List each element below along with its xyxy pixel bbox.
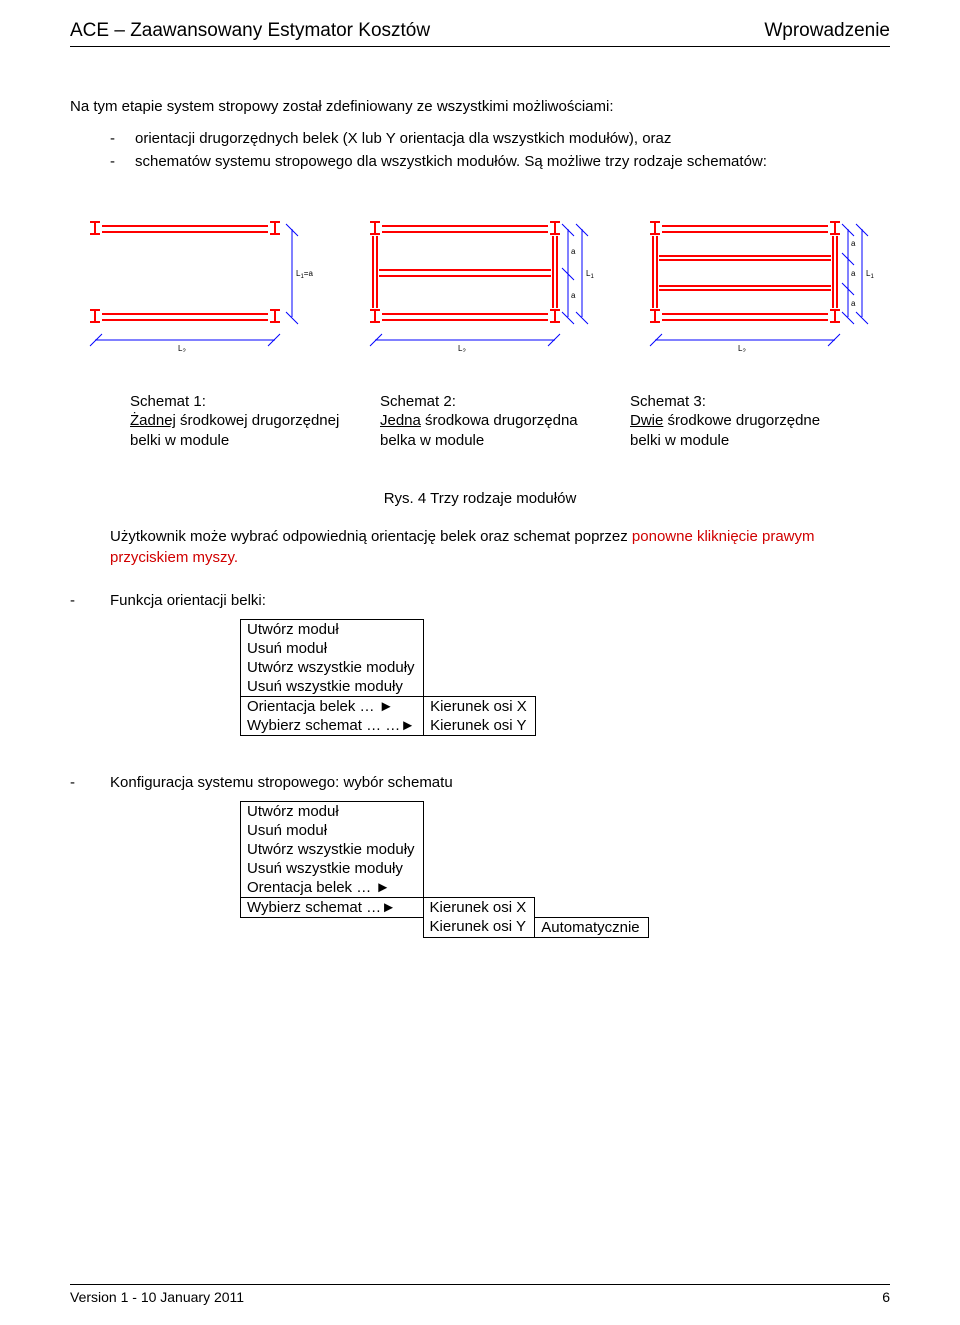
- menu-item-submenu[interactable]: Orentacja belek … ►: [241, 878, 424, 898]
- svg-text:a: a: [851, 239, 856, 248]
- menu-item[interactable]: Utwórz moduł: [241, 619, 424, 639]
- captions-row: Schemat 1: Żadnej środkowej drugorzędnej…: [130, 392, 850, 451]
- figure-label: Rys. 4 Trzy rodzaje modułów: [70, 490, 890, 507]
- svg-text:L2: L2: [738, 344, 746, 352]
- menu-item[interactable]: Usuń moduł: [241, 821, 424, 840]
- caption-title: Schemat 2:: [380, 392, 600, 412]
- menu-item[interactable]: Utwórz wszystkie moduły: [241, 840, 424, 859]
- diagram-2: a a L1 L2: [350, 202, 610, 352]
- intro-paragraph: Na tym etapie system stropowy został zde…: [70, 97, 890, 117]
- context-menu-2: Utwórz moduł Usuń moduł Utwórz wszystkie…: [240, 801, 649, 938]
- diagrams-row: L1=a L2: [70, 202, 890, 352]
- submenu-item[interactable]: Kierunek osi Y: [424, 716, 536, 736]
- intro-bullets: orientacji drugorzędnych belek (X lub Y …: [70, 129, 890, 172]
- svg-text:L1: L1: [586, 269, 594, 280]
- menu-item-submenu[interactable]: Wybierz schemat …►: [241, 897, 424, 917]
- svg-text:L2: L2: [178, 344, 186, 352]
- caption-title: Schemat 1:: [130, 392, 350, 412]
- svg-text:a: a: [571, 291, 576, 300]
- instruction-black: Użytkownik może wybrać odpowiednią orien…: [110, 528, 632, 545]
- svg-text:a: a: [851, 299, 856, 308]
- header-title-left: ACE – Zaawansowany Estymator Kosztów: [70, 20, 430, 42]
- bullet-icon: [70, 592, 110, 609]
- header-title-right: Wprowadzenie: [764, 20, 890, 42]
- svg-text:L1: L1: [866, 269, 874, 280]
- svg-text:a: a: [571, 247, 576, 256]
- section2-label: Konfiguracja systemu stropowego: wybór s…: [110, 774, 453, 791]
- bullet-item: orientacji drugorzędnych belek (X lub Y …: [110, 129, 890, 149]
- menu-item[interactable]: Utwórz wszystkie moduły: [241, 658, 424, 677]
- instruction-paragraph: Użytkownik może wybrać odpowiednią orien…: [110, 527, 890, 568]
- diagram-3: a a a L1 L2: [630, 202, 890, 352]
- menu-item[interactable]: Usuń moduł: [241, 639, 424, 658]
- page-footer: Version 1 - 10 January 2011 6: [70, 1284, 890, 1305]
- submenu-item[interactable]: Kierunek osi X: [424, 696, 536, 716]
- section1-label: Funkcja orientacji belki:: [110, 592, 266, 609]
- submenu-item[interactable]: Automatycznie: [535, 917, 648, 937]
- context-menu-1: Utwórz moduł Usuń moduł Utwórz wszystkie…: [240, 619, 536, 736]
- menu-item[interactable]: Usuń wszystkie moduły: [241, 677, 424, 697]
- caption-underlined: Żadnej: [130, 412, 176, 429]
- caption-2: Schemat 2: Jedna środkowa drugorzędna be…: [380, 392, 600, 451]
- footer-version: Version 1 - 10 January 2011: [70, 1289, 244, 1305]
- submenu-item[interactable]: Kierunek osi X: [423, 897, 535, 917]
- bullet-item: schematów systemu stropowego dla wszystk…: [110, 152, 890, 172]
- submenu-item[interactable]: Kierunek osi Y: [423, 917, 535, 937]
- svg-text:a: a: [851, 269, 856, 278]
- caption-title: Schemat 3:: [630, 392, 850, 412]
- menu-item-submenu[interactable]: Wybierz schemat … …►: [241, 716, 424, 736]
- svg-text:L1=a: L1=a: [296, 269, 313, 280]
- header-underline: [70, 46, 890, 47]
- caption-underlined: Dwie: [630, 412, 663, 429]
- menu-item-submenu[interactable]: Orientacja belek … ►: [241, 696, 424, 716]
- caption-underlined: Jedna: [380, 412, 421, 429]
- caption-3: Schemat 3: Dwie środkowe drugorzędne bel…: [630, 392, 850, 451]
- menu-item[interactable]: Usuń wszystkie moduły: [241, 859, 424, 878]
- bullet-icon: [70, 774, 110, 791]
- menu-item[interactable]: Utwórz moduł: [241, 801, 424, 821]
- diagram-1: L1=a L2: [70, 202, 330, 352]
- footer-page-number: 6: [882, 1289, 890, 1305]
- svg-text:L2: L2: [458, 344, 466, 352]
- caption-1: Schemat 1: Żadnej środkowej drugorzędnej…: [130, 392, 350, 451]
